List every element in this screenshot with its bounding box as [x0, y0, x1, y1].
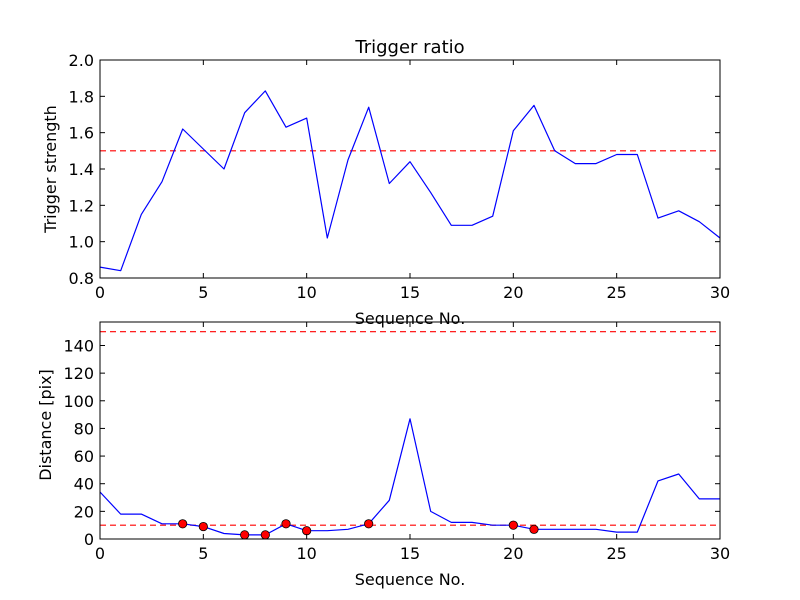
x-tick-label: 15: [400, 283, 420, 302]
y-tick-label: 1.2: [69, 196, 94, 215]
x-tick-label: 30: [710, 544, 730, 563]
data-point: [302, 526, 312, 536]
x-tick-label: 5: [198, 283, 208, 302]
y-tick-label: 0.8: [69, 269, 94, 288]
data-point: [364, 519, 374, 529]
chart-title: Trigger ratio: [354, 37, 464, 58]
data-point: [240, 530, 250, 540]
series-line: [99, 90, 721, 272]
x-tick-label: 30: [710, 283, 730, 302]
x-tick-label: 15: [400, 544, 420, 563]
x-tick-label: 25: [606, 283, 626, 302]
x-tick-label: 25: [606, 544, 626, 563]
data-point: [260, 530, 270, 540]
data-point: [281, 519, 291, 529]
y-tick-label: 40: [74, 475, 94, 494]
y-tick-label: 0: [84, 530, 94, 549]
x-tick-label: 5: [198, 544, 208, 563]
y-axis-label: Distance [pix]: [36, 369, 55, 481]
y-tick-label: 100: [63, 392, 94, 411]
x-tick-label: 20: [503, 283, 523, 302]
x-tick-label: 10: [296, 544, 316, 563]
data-point: [198, 521, 208, 532]
trigger-ratio-panel: Trigger ratio Sequence No. Trigger stren…: [41, 37, 730, 328]
x-tick-label: 20: [503, 544, 523, 563]
y-tick-label: 2.0: [69, 51, 94, 70]
y-axis-label: Trigger strength: [41, 105, 60, 234]
y-tick-label: 20: [74, 502, 94, 521]
data-point: [529, 524, 539, 534]
x-tick-label: 10: [296, 283, 316, 302]
distance-panel: Sequence No. Distance [pix] 0 5 10 15 20 25 30…: [36, 321, 730, 589]
y-tick-label: 120: [63, 364, 94, 383]
x-axis-label: Sequence No.: [355, 309, 466, 328]
y-tick-label: 60: [74, 447, 94, 466]
y-tick-label: 1.8: [69, 87, 94, 106]
data-point: [508, 520, 518, 530]
y-tick-label: 140: [63, 336, 94, 355]
y-tick-label: 80: [74, 419, 94, 438]
x-tick-label: 0: [95, 283, 105, 302]
x-tick-label: 0: [95, 544, 105, 563]
x-axis-label: Sequence No.: [355, 570, 466, 589]
y-tick-label: 1.0: [69, 233, 94, 252]
y-tick-label: 1.4: [69, 160, 94, 179]
data-point: [178, 519, 188, 529]
y-tick-label: 1.6: [69, 124, 94, 143]
